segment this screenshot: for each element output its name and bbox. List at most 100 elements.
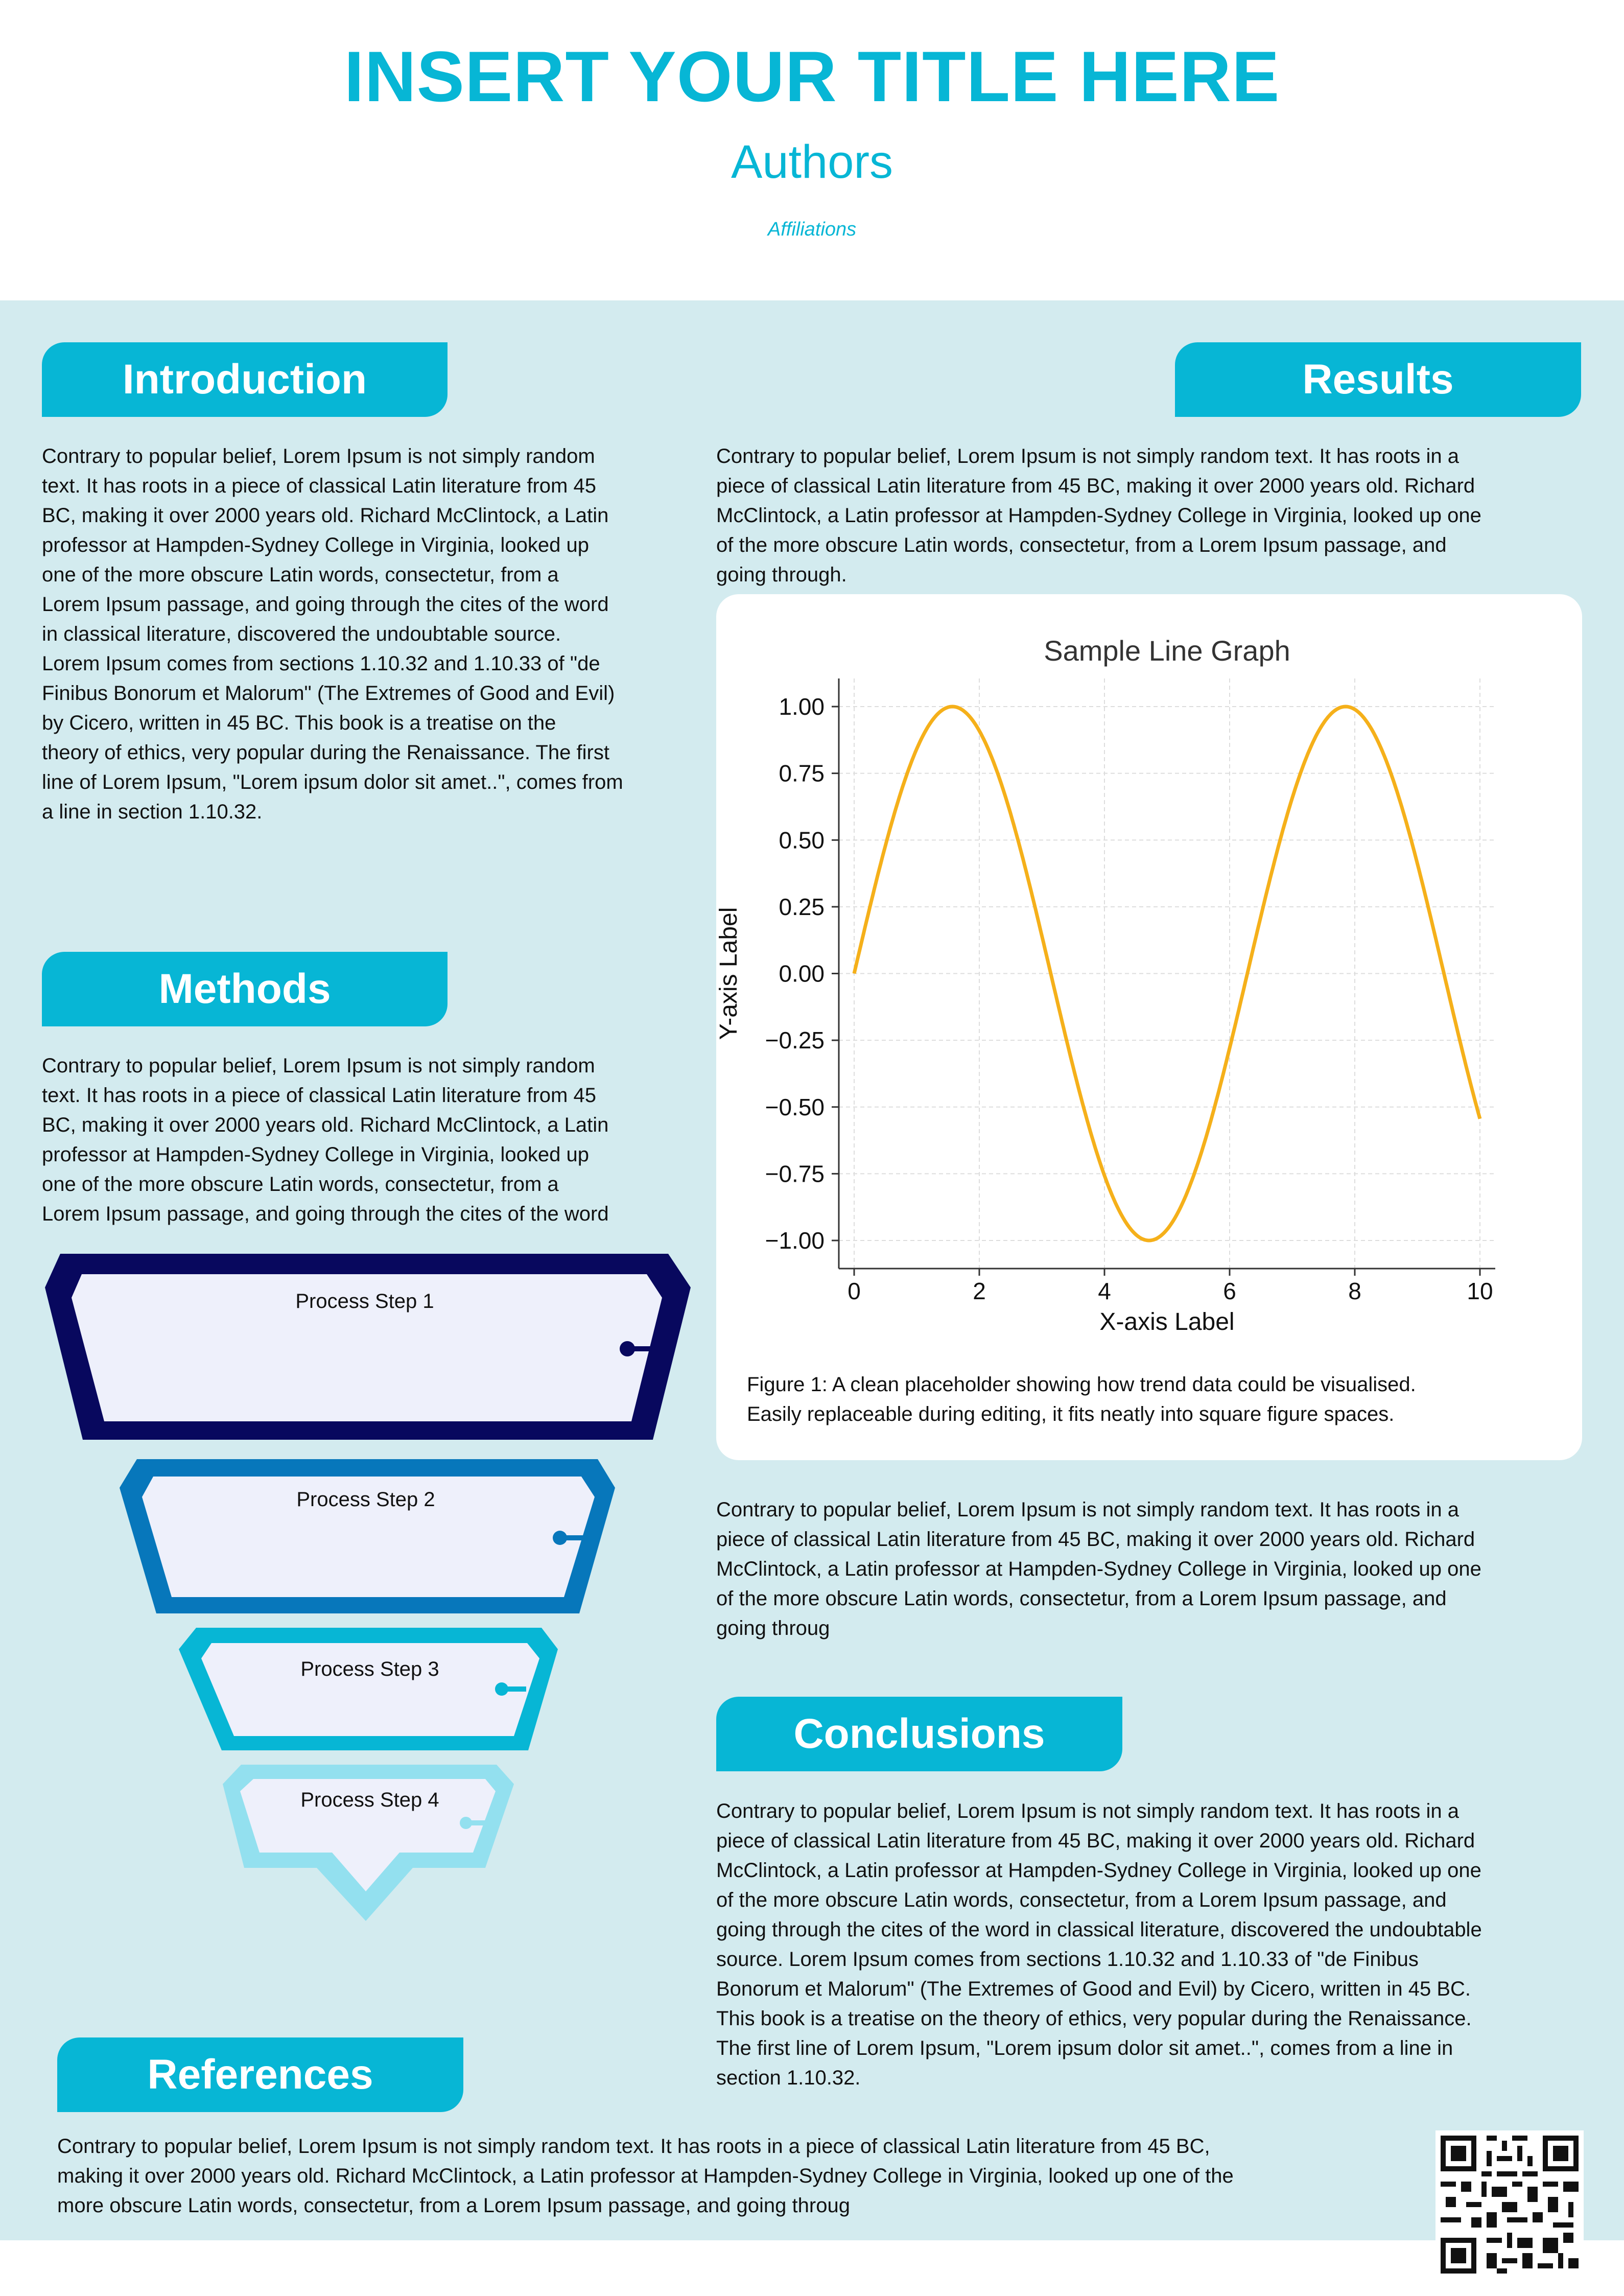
y-tick-label: −1.00 [765, 1227, 825, 1254]
y-tick-label: −0.75 [765, 1160, 825, 1187]
y-tick-label: −0.50 [765, 1094, 825, 1120]
process-step-4-label: Process Step 4 [300, 1789, 439, 1811]
y-tick-label: 0.50 [779, 827, 825, 853]
references-text: Contrary to popular belief, Lorem Ipsum … [57, 2131, 1411, 2220]
text-line: of the more obscure Latin words, consect… [716, 1587, 1447, 1610]
text-line: Contrary to popular belief, Lorem Ipsum … [716, 445, 1459, 467]
text-line: piece of classical Latin literature from… [716, 1528, 1475, 1551]
process-step-1: Process Step 1 [45, 1254, 691, 1440]
text-line: BC, making it over 2000 years old. Richa… [42, 504, 609, 527]
introduction-text: Contrary to popular belief, Lorem Ipsum … [42, 441, 701, 827]
x-axis-label: X-axis Label [1099, 1308, 1234, 1336]
text-line: one of the more obscure Latin words, con… [42, 1173, 559, 1196]
process-step-4-fill [240, 1779, 496, 1891]
text-line: piece of classical Latin literature from… [716, 475, 1475, 497]
text-line: more obscure Latin words, consectetur, f… [57, 2194, 850, 2217]
text-line: Finibus Bonorum et Malorum" (The Extreme… [42, 682, 615, 705]
text-line: Lorem Ipsum comes from sections 1.10.32 … [42, 652, 600, 675]
text-line: professor at Hampden-Sydney College in V… [42, 1143, 589, 1166]
qr-code-icon[interactable] [1435, 2130, 1584, 2279]
methods-text: Contrary to popular belief, Lorem Ipsum … [42, 1051, 701, 1229]
x-tick-label: 10 [1467, 1278, 1493, 1304]
text-line: Contrary to popular belief, Lorem Ipsum … [42, 445, 595, 467]
text-line: Easily replaceable during editing, it fi… [747, 1403, 1395, 1425]
line-chart: Sample Line Graph 0 2 4 6 8 10 1.00 0.75 0.50 0.25… [715, 635, 1495, 1336]
text-line: BC, making it over 2000 years old. Richa… [42, 1114, 609, 1136]
references-heading-text: References [147, 2051, 373, 2098]
text-line: line of Lorem Ipsum, "Lorem ipsum dolor … [42, 771, 623, 793]
process-step-2-fill [142, 1477, 595, 1597]
series-line [852, 705, 1482, 1243]
process-step-1-fill [72, 1274, 662, 1421]
conclusions-text: Contrary to popular belief, Lorem Ipsum … [716, 1796, 1595, 2093]
text-line: in classical literature, discovered the … [42, 623, 561, 645]
text-line: McClintock, a Latin professor at Hampden… [716, 1558, 1481, 1580]
text-line: going through. [716, 564, 847, 586]
process-step-3-fill [201, 1643, 539, 1736]
figure-caption: Figure 1: A clean placeholder showing ho… [747, 1370, 1554, 1429]
text-line: theory of ethics, very popular during th… [42, 741, 609, 764]
text-line: of the more obscure Latin words, consect… [716, 534, 1447, 556]
process-step-3-dot [495, 1682, 508, 1696]
process-step-4: Process Step 4 [223, 1765, 514, 1921]
y-tick-label: −0.25 [765, 1027, 825, 1053]
text-line: a line in section 1.10.32. [42, 801, 263, 823]
process-step-3-label: Process Step 3 [300, 1658, 439, 1680]
x-tick-label: 6 [1223, 1278, 1236, 1304]
introduction-heading-text: Introduction [122, 356, 367, 403]
text-line: text. It has roots in a piece of classic… [42, 475, 596, 497]
methods-heading-text: Methods [158, 966, 331, 1012]
x-tick-label: 0 [848, 1278, 861, 1304]
text-line: section 1.10.32. [716, 2067, 861, 2089]
process-step-4-dot [460, 1817, 472, 1829]
text-line: Figure 1: A clean placeholder showing ho… [747, 1373, 1416, 1396]
text-line: text. It has roots in a piece of classic… [42, 1084, 596, 1107]
y-tick-label: 0.75 [779, 760, 825, 787]
text-line: Bonorum et Malorum" (The Extremes of Goo… [716, 1978, 1471, 2000]
y-tick-label: 1.00 [779, 693, 825, 720]
process-funnel: Process Step 1 Process Step 2 Process St… [45, 1254, 691, 1921]
process-step-3: Process Step 3 [179, 1628, 558, 1750]
results-text-top: Contrary to popular belief, Lorem Ipsum … [716, 441, 1585, 590]
x-tick-label: 2 [973, 1278, 986, 1304]
process-step-1-dot [620, 1341, 635, 1356]
y-tick-label: 0.00 [779, 960, 825, 987]
text-line: going through the cites of the word in c… [716, 1918, 1482, 1941]
process-step-1-label: Process Step 1 [295, 1290, 434, 1313]
authors: Authors [731, 136, 893, 188]
y-axis-label: Y-axis Label [716, 907, 742, 1040]
results-heading-text: Results [1302, 356, 1454, 403]
text-line: McClintock, a Latin professor at Hampden… [716, 1859, 1481, 1882]
text-line: This book is a treatise on the theory of… [716, 2007, 1472, 2030]
results-text-bottom: Contrary to popular belief, Lorem Ipsum … [716, 1495, 1585, 1643]
text-line: The first line of Lorem Ipsum, "Lorem ip… [716, 2037, 1453, 2059]
y-tick-label: 0.25 [779, 894, 825, 920]
conclusions-heading-text: Conclusions [793, 1711, 1045, 1757]
conclusions-heading: Conclusions [716, 1697, 1122, 1771]
text-line: Contrary to popular belief, Lorem Ipsum … [716, 1800, 1459, 1822]
text-line: Lorem Ipsum passage, and going through t… [42, 593, 609, 616]
text-line: McClintock, a Latin professor at Hampden… [716, 504, 1481, 527]
text-line: making it over 2000 years old. Richard M… [57, 2165, 1234, 2187]
introduction-heading: Introduction [42, 342, 448, 417]
text-line: piece of classical Latin literature from… [716, 1830, 1475, 1852]
poster-header: INSERT YOUR TITLE HERE Authors Affiliati… [0, 0, 1624, 300]
text-line: by Cicero, written in 45 BC. This book i… [42, 712, 556, 734]
text-line: of the more obscure Latin words, consect… [716, 1889, 1447, 1911]
chart-title: Sample Line Graph [1044, 635, 1290, 667]
process-step-2: Process Step 2 [120, 1459, 615, 1613]
text-line: going throug [716, 1617, 830, 1639]
results-heading: Results [1175, 342, 1581, 417]
text-line: professor at Hampden-Sydney College in V… [42, 534, 589, 556]
methods-heading: Methods [42, 952, 448, 1026]
text-line: one of the more obscure Latin words, con… [42, 564, 559, 586]
text-line: Contrary to popular belief, Lorem Ipsum … [57, 2135, 1210, 2158]
process-step-2-label: Process Step 2 [296, 1488, 435, 1511]
text-line: source. Lorem Ipsum comes from sections … [716, 1948, 1419, 1971]
text-line: Contrary to popular belief, Lorem Ipsum … [716, 1498, 1459, 1521]
x-tick-label: 4 [1098, 1278, 1111, 1304]
affiliations: Affiliations [767, 219, 857, 240]
process-step-2-dot [553, 1531, 567, 1545]
text-line: Contrary to popular belief, Lorem Ipsum … [42, 1055, 595, 1077]
poster-title: INSERT YOUR TITLE HERE [344, 36, 1280, 116]
